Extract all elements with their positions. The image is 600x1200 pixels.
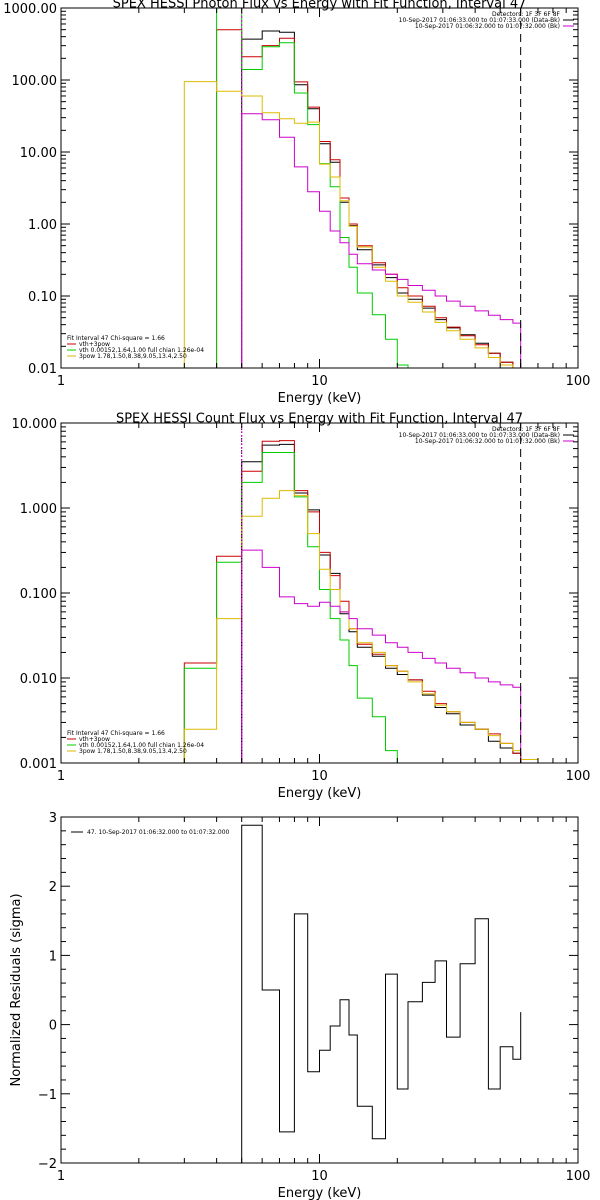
x-tick-label: 1	[57, 1169, 65, 1184]
residual-legend-text: 47. 10-Sep-2017 01:06:32.000 to 01:07:32…	[87, 829, 230, 836]
x-tick-label: 100	[566, 1169, 591, 1184]
chart-title: SPEX HESSI Photon Flux vs Energy with Fi…	[113, 0, 527, 12]
fit-summary-text: Fit Interval 47 Chi-square = 1.66	[67, 730, 165, 737]
x-tick-label: 10	[311, 769, 328, 784]
plot-area	[241, 824, 522, 1163]
series-47-10-sep-2017-01-06-32-000-to-01-07-32-000-line	[241, 824, 522, 1163]
series-3pow-line	[183, 81, 514, 368]
series-data-bk-line	[241, 30, 514, 368]
plot-frame	[60, 422, 579, 764]
panel-3: 1 10 100 −2 −1 0 1 2 3 Energy (keV) Normalized Res…	[9, 811, 590, 1200]
y-axis-label: Normalized Residuals (sigma)	[9, 893, 24, 1086]
y-tick-label: 100.00	[12, 74, 58, 89]
y-tick-label: −1	[38, 1088, 57, 1103]
plot-area	[183, 8, 522, 368]
x-axis-label: Energy (keV)	[278, 786, 362, 801]
info-text: 10-Sep-2017 01:06:33.000 to 01:07:33.000…	[399, 17, 560, 24]
panel-1: 1 10 100 0.01 0.10 1.00 10.00 100.00 1000.00 SPEX…	[3, 0, 590, 406]
y-tick-label: 1000.00	[3, 2, 57, 17]
series-3pow-line	[183, 490, 539, 763]
series-vth-line	[216, 8, 409, 368]
y-tick-label: 0.10	[28, 290, 57, 305]
y-tick-label: 1.00	[28, 218, 57, 233]
x-axis-label: Energy (keV)	[278, 391, 362, 406]
y-tick-label: 2	[49, 880, 57, 895]
plot-area	[183, 440, 539, 763]
x-tick-label: 1	[57, 769, 65, 784]
chart-title: SPEX HESSI Count Flux vs Energy with Fit…	[116, 412, 523, 427]
info-text: 10-Sep-2017 01:06:32.000 to 01:07:32.000…	[415, 23, 560, 30]
y-tick-label: 1.000	[20, 502, 57, 517]
x-tick-label: 100	[566, 769, 591, 784]
plot-frame	[60, 816, 579, 1164]
y-tick-label: 0.001	[20, 757, 57, 772]
y-tick-label: 10.00	[20, 146, 57, 161]
y-tick-label: 3	[49, 811, 57, 826]
series-vth-3pow-line	[183, 440, 522, 763]
series-bk-line	[241, 113, 522, 368]
info-text: Detectors: 1F 3F 6F 8F	[492, 11, 561, 18]
panel-2: 1 10 100 0.001 0.010 0.100 1.000 10.000 SPEX HES…	[12, 412, 591, 802]
info-text: Detectors: 1F 3F 6F 8F	[492, 426, 561, 433]
fit-legend-text: 3pow 1.78,1.50,8.38,9.05,13.4,2.50	[79, 748, 187, 755]
fit-summary-text: Fit Interval 47 Chi-square = 1.66	[67, 335, 165, 342]
plot-frame	[60, 7, 579, 369]
info-text: 10-Sep-2017 01:06:33.000 to 01:07:33.000…	[399, 432, 560, 439]
x-tick-label: 100	[566, 374, 591, 389]
x-axis-label: Energy (keV)	[278, 1186, 362, 1200]
y-tick-label: 10.000	[12, 417, 58, 432]
y-tick-label: 0.010	[20, 672, 57, 687]
y-tick-label: −2	[38, 1157, 57, 1172]
fit-legend-text: vth+3pow	[79, 341, 110, 348]
fit-legend-text: vth 0.00152,1.64,1.00 full chian 1.26e-0…	[79, 742, 204, 749]
x-tick-label: 10	[311, 374, 328, 389]
fit-legend-text: vth+3pow	[79, 736, 110, 743]
fit-legend-text: 3pow 1.78,1.50,8.38,9.05,13.4,2.50	[79, 353, 187, 360]
series-bk-line	[241, 549, 522, 763]
y-tick-label: 0.100	[20, 587, 57, 602]
fit-legend-text: vth 0.00152,1.64,1.00 full chian 1.26e-0…	[79, 347, 204, 354]
series-vth-3pow-line	[216, 29, 514, 368]
x-tick-label: 10	[311, 1169, 328, 1184]
y-tick-label: 1	[49, 949, 57, 964]
info-text: 10-Sep-2017 01:06:32.000 to 01:07:32.000…	[415, 438, 560, 445]
y-tick-label: 0	[49, 1019, 57, 1034]
y-tick-label: 0.01	[28, 362, 57, 377]
x-tick-label: 1	[57, 374, 65, 389]
series-vth-line	[183, 452, 398, 763]
